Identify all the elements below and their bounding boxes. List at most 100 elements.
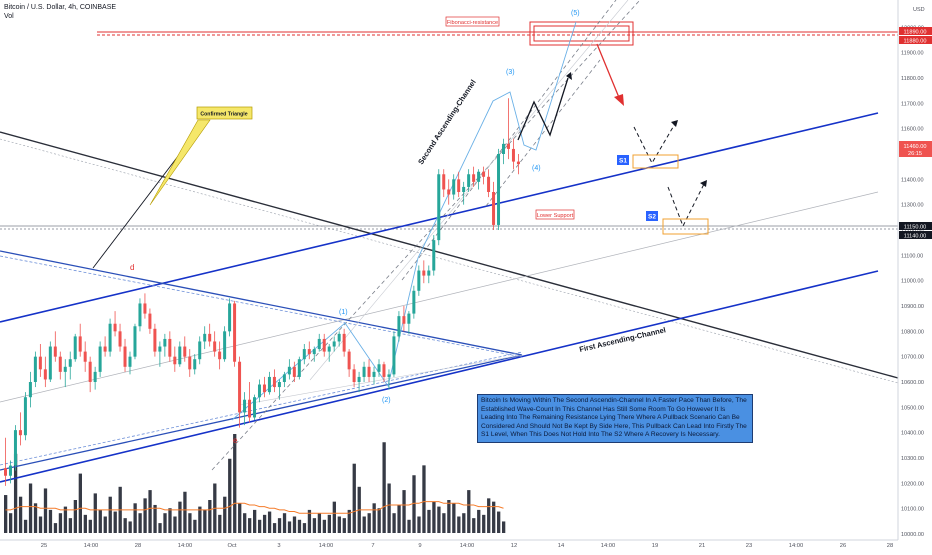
lower-support-tag[interactable] <box>535 209 575 220</box>
candle-body <box>302 349 306 360</box>
volume-bar <box>262 514 267 533</box>
candle-body <box>138 303 142 327</box>
volume-bar <box>33 503 38 533</box>
candle-body <box>143 303 147 314</box>
confirmed-triangle-callout[interactable] <box>196 106 253 120</box>
triangle-lower-line-dashed[interactable] <box>0 351 523 466</box>
candle-body <box>457 179 461 192</box>
support-upper-tag-text: 11150.00 <box>904 224 927 230</box>
time-tick-label: 28 <box>887 543 893 549</box>
first-channel-mid[interactable] <box>0 191 879 403</box>
volume-bar <box>163 513 167 533</box>
triangle-upper-line-dashed[interactable] <box>0 255 523 358</box>
volume-bar <box>277 518 282 533</box>
candle-body <box>492 192 496 225</box>
s1-badge[interactable] <box>617 155 629 165</box>
candle-body <box>228 303 232 332</box>
volume-ma-line <box>5 501 504 514</box>
volume-bar <box>153 504 157 533</box>
candle-body <box>482 171 486 177</box>
volume-bar <box>113 511 117 533</box>
candle-body <box>382 364 386 377</box>
second-channel-lower[interactable] <box>211 0 641 471</box>
volume-bar <box>292 516 297 533</box>
triangle-upper-line[interactable] <box>0 250 523 356</box>
volume-bar <box>417 516 421 533</box>
wave-5-label: (5) <box>571 10 580 17</box>
volume-bar <box>307 509 312 533</box>
time-axis[interactable]: 25 14:00 28 14:00 Oct 3 14:00 7 9 14:00 12 14 14:00 1… <box>0 539 898 549</box>
volume-bar <box>452 503 456 533</box>
candle-body <box>233 303 237 362</box>
volume-bar <box>387 483 391 533</box>
candle-body <box>13 430 17 466</box>
candle-body <box>432 240 436 271</box>
volume-layer <box>4 434 506 533</box>
analysis-note[interactable]: Bitcoin Is Moving Within The Second Asce… <box>477 394 753 443</box>
volume-bar <box>233 434 237 533</box>
candle-body <box>38 356 42 370</box>
candle-body <box>148 313 152 329</box>
price-axis[interactable]: 10000.00 10100.00 10200.00 10300.00 10400.00… <box>897 0 924 540</box>
candle-body <box>128 356 132 367</box>
first-channel-lower[interactable] <box>0 270 879 483</box>
price-tick-label: 10200.00 <box>901 481 924 487</box>
symbol-title[interactable]: Bitcoin / U.S. Dollar, 4h, COINBASE <box>4 4 117 11</box>
volume-bar <box>193 519 197 533</box>
volume-bar <box>73 500 78 533</box>
volume-bar <box>108 496 112 533</box>
candle-body <box>327 346 331 352</box>
wave-count-path[interactable] <box>231 21 577 421</box>
candle-body <box>412 290 416 314</box>
candle-body <box>253 397 256 418</box>
volume-bar <box>472 518 476 533</box>
descending-trendline-parallel[interactable] <box>0 138 899 384</box>
volume-label[interactable]: Vol <box>4 13 14 20</box>
volume-bar <box>467 490 471 533</box>
candle-body <box>307 349 311 355</box>
candle-body <box>4 468 7 476</box>
candle-body <box>497 154 501 225</box>
price-tick-label: 11000.00 <box>901 279 924 285</box>
s2-badge[interactable] <box>646 211 658 221</box>
time-tick-label: Oct <box>227 543 236 549</box>
candle-body <box>118 331 122 347</box>
price-tick-label: 11100.00 <box>901 253 923 259</box>
candle-body <box>248 399 252 418</box>
candle-body <box>18 430 22 436</box>
pullback-arrow-head <box>614 94 624 106</box>
volume-bar <box>322 519 327 533</box>
wave-2-label: (2) <box>382 397 391 404</box>
volume-bar <box>23 519 28 533</box>
s2-target-box[interactable] <box>662 218 709 235</box>
descending-trendline[interactable] <box>0 131 899 379</box>
time-tick-label: 23 <box>746 543 752 549</box>
price-tick-label: 11700.00 <box>901 101 924 107</box>
s1-target-box[interactable] <box>632 154 679 169</box>
wave-3-label: (3) <box>506 69 515 76</box>
volume-bar <box>332 501 336 533</box>
candle-body <box>33 356 37 382</box>
projected-path-arrowhead <box>566 72 572 80</box>
fibonacci-resistance-box-inner[interactable] <box>533 25 630 42</box>
triangle-lower-line[interactable] <box>0 354 523 471</box>
triangle-mid-line[interactable] <box>239 354 523 406</box>
price-tick-label: 11800.00 <box>901 76 924 82</box>
s1-scenario-path[interactable] <box>633 121 677 165</box>
time-tick-label: 25 <box>41 543 47 549</box>
volume-bar <box>98 509 102 533</box>
projected-path-black[interactable] <box>517 77 569 141</box>
volume-bar <box>133 503 137 533</box>
candle-body <box>83 351 87 362</box>
fibonacci-resistance-tag[interactable] <box>445 16 500 27</box>
second-channel-inner[interactable] <box>485 59 601 207</box>
volume-bar <box>287 521 292 533</box>
candle-body <box>198 341 202 360</box>
volume-bar <box>13 453 18 533</box>
candle-body <box>173 356 177 365</box>
candle-body <box>28 382 32 398</box>
candle-body <box>447 189 451 195</box>
pullback-arrow-line[interactable] <box>596 43 621 101</box>
candle-body <box>178 346 182 365</box>
